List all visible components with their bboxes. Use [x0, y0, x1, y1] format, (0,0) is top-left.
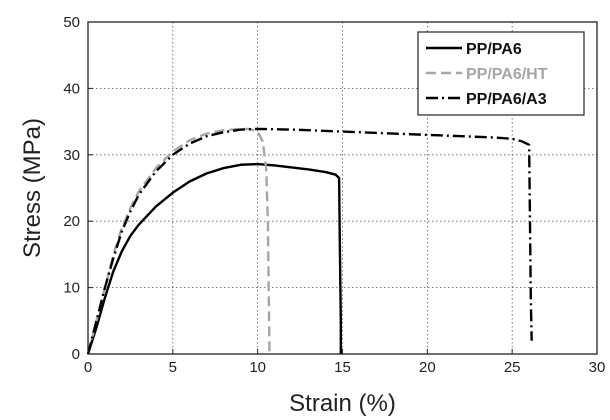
y-tick-label: 40	[63, 80, 80, 97]
tick-layer: 0 5 10 15 20 25 30 0 10 20 30 40 50	[63, 14, 605, 376]
legend-label: PP/PA6/A3	[466, 91, 547, 108]
series-line-pp-pa6-ht	[86, 127, 271, 355]
series-line-pp-pa6	[86, 162, 342, 355]
legend: PP/PA6 PP/PA6/HT PP/PA6/A3	[417, 31, 585, 116]
y-tick-label: 0	[72, 346, 80, 363]
x-tick-label: 20	[419, 359, 436, 376]
x-tick-label: 10	[249, 359, 266, 376]
x-tick-label: 25	[504, 359, 521, 376]
x-axis-title: Strain (%)	[289, 390, 396, 417]
y-tick-label: 30	[63, 147, 80, 164]
x-tick-label: 0	[84, 359, 92, 376]
x-tick-label: 30	[589, 359, 606, 376]
y-tick-label: 10	[63, 280, 80, 297]
series-layer	[86, 127, 533, 355]
y-tick-label: 20	[63, 213, 80, 230]
y-tick-label: 50	[63, 14, 80, 31]
legend-label: PP/PA6	[466, 41, 522, 58]
series-line-pp-pa6-a3	[86, 127, 533, 355]
y-axis-title: Stress (MPa)	[19, 118, 46, 258]
x-tick-label: 5	[169, 359, 177, 376]
legend-label: PP/PA6/HT	[466, 66, 548, 83]
x-tick-label: 15	[334, 359, 351, 376]
